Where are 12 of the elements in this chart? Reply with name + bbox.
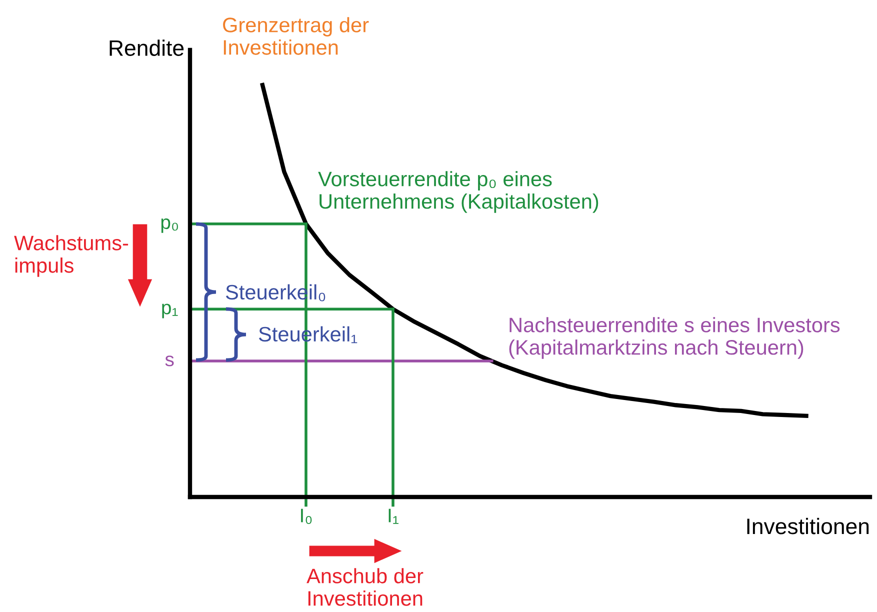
x-tick-label: I₁ <box>388 508 398 524</box>
ref-line-label: p₀ <box>161 218 178 233</box>
text: Wachstums- impuls <box>14 235 128 277</box>
annotation: Nachsteuerrendite s eines Investors (Kapitalmarktzins nach Steuern) <box>509 317 840 359</box>
text: Anschub der Investitionen <box>306 568 424 606</box>
annotation: Vorsteuerrendite p₀ eines Unternehmens (Kapitalkosten) <box>318 171 598 213</box>
x-tick-label: I₀ <box>301 508 312 524</box>
y-axis-title: Rendite <box>110 40 184 56</box>
ref-line-label: p₁ <box>162 304 178 318</box>
ref-line-label: s <box>165 356 174 366</box>
x-axis-title: Investitionen <box>747 518 869 534</box>
text: Grenzertrag der Investitionen <box>223 17 369 55</box>
